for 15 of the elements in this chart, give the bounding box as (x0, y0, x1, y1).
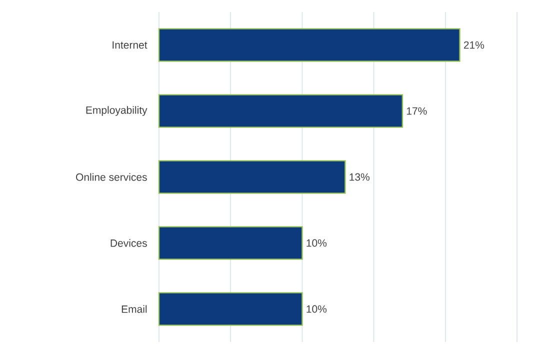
bar (158, 94, 404, 128)
y-tick-label: Devices (110, 239, 147, 247)
data-label: 21% (464, 41, 484, 49)
bar (158, 226, 303, 260)
y-tick-label: Email (122, 305, 147, 313)
data-label: 13% (350, 173, 370, 181)
y-tick-label: Online services (76, 173, 147, 181)
y-tick-label: Employability (86, 106, 148, 116)
data-label: 10% (306, 239, 327, 247)
bar (158, 292, 303, 326)
bar (158, 28, 460, 62)
data-label: 17% (406, 107, 427, 115)
bar (158, 160, 346, 194)
y-tick-label: Internet (112, 41, 148, 49)
data-label: 10% (306, 305, 327, 313)
